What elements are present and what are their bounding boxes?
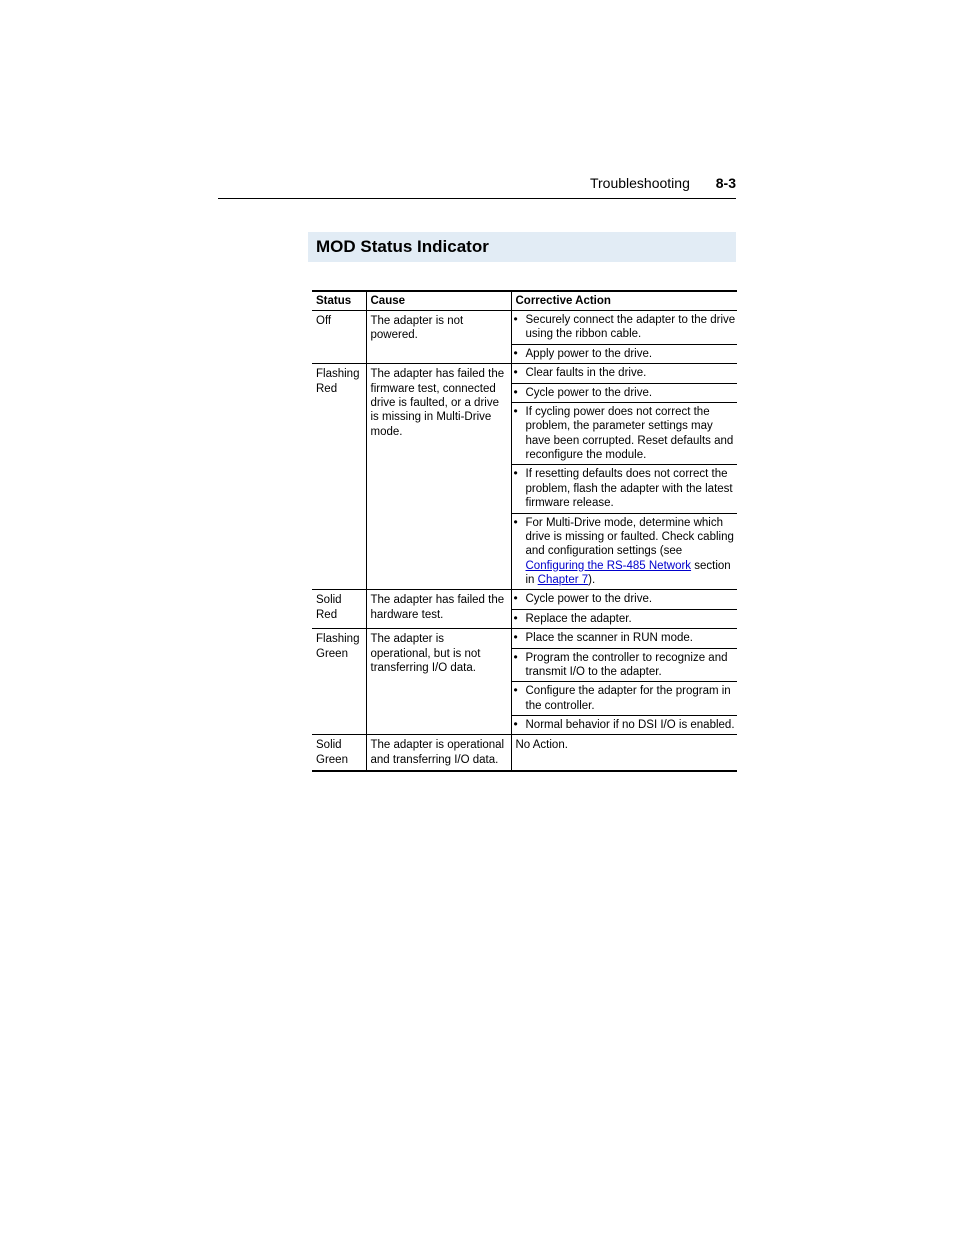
status-cell: Solid Red <box>312 590 366 629</box>
action-item: Program the controller to recognize and … <box>512 649 738 683</box>
action-item: Place the scanner in RUN mode. <box>512 629 738 648</box>
col-header-status: Status <box>312 291 366 311</box>
cross-reference-link[interactable]: Chapter 7 <box>538 574 589 586</box>
page-header: Troubleshooting 8-3 <box>590 175 736 191</box>
action-item: Cycle power to the drive. <box>512 590 738 609</box>
action-item: If cycling power does not correct the pr… <box>512 403 738 466</box>
col-header-cause: Cause <box>366 291 511 311</box>
status-cell: Flashing Green <box>312 629 366 735</box>
action-cell: Place the scanner in RUN mode.Program th… <box>511 629 737 735</box>
table-row: Flashing RedThe adapter has failed the f… <box>312 364 737 590</box>
table-row: Solid GreenThe adapter is operational an… <box>312 735 737 771</box>
col-header-action: Corrective Action <box>511 291 737 311</box>
action-cell: Securely connect the adapter to the driv… <box>511 311 737 364</box>
table-row: Solid RedThe adapter has failed the hard… <box>312 590 737 629</box>
section-heading: MOD Status Indicator <box>308 232 736 262</box>
action-cell: Clear faults in the drive.Cycle power to… <box>511 364 737 590</box>
table-header-row: Status Cause Corrective Action <box>312 291 737 311</box>
status-table: Status Cause Corrective Action OffThe ad… <box>312 290 737 772</box>
cause-cell: The adapter is operational, but is not t… <box>366 629 511 735</box>
header-rule <box>218 198 736 199</box>
section-title: MOD Status Indicator <box>316 237 489 256</box>
action-item: Replace the adapter. <box>512 610 738 628</box>
action-list: Cycle power to the drive.Replace the ada… <box>512 590 738 628</box>
table-row: Flashing GreenThe adapter is operational… <box>312 629 737 735</box>
action-item: Apply power to the drive. <box>512 345 738 363</box>
cause-cell: The adapter has failed the hardware test… <box>366 590 511 629</box>
status-cell: Flashing Red <box>312 364 366 590</box>
action-item: Securely connect the adapter to the driv… <box>512 311 738 345</box>
action-list: Clear faults in the drive.Cycle power to… <box>512 364 738 589</box>
action-list: Securely connect the adapter to the driv… <box>512 311 738 363</box>
chapter-name: Troubleshooting <box>590 175 690 191</box>
action-item: Configure the adapter for the program in… <box>512 682 738 716</box>
action-item: Clear faults in the drive. <box>512 364 738 383</box>
action-cell: No Action. <box>511 735 737 771</box>
action-cell: Cycle power to the drive.Replace the ada… <box>511 590 737 629</box>
action-item: For Multi-Drive mode, determine which dr… <box>512 514 738 590</box>
action-list: Place the scanner in RUN mode.Program th… <box>512 629 738 734</box>
page-number: 8-3 <box>716 175 736 191</box>
action-item: If resetting defaults does not correct t… <box>512 465 738 513</box>
status-cell: Off <box>312 311 366 364</box>
action-item: Normal behavior if no DSI I/O is enabled… <box>512 716 738 734</box>
table-row: OffThe adapter is not powered.Securely c… <box>312 311 737 364</box>
action-item: Cycle power to the drive. <box>512 384 738 403</box>
cross-reference-link[interactable]: Configuring the RS-485 Network <box>526 560 692 572</box>
cause-cell: The adapter is not powered. <box>366 311 511 364</box>
cause-cell: The adapter has failed the firmware test… <box>366 364 511 590</box>
cause-cell: The adapter is operational and transferr… <box>366 735 511 771</box>
status-cell: Solid Green <box>312 735 366 771</box>
